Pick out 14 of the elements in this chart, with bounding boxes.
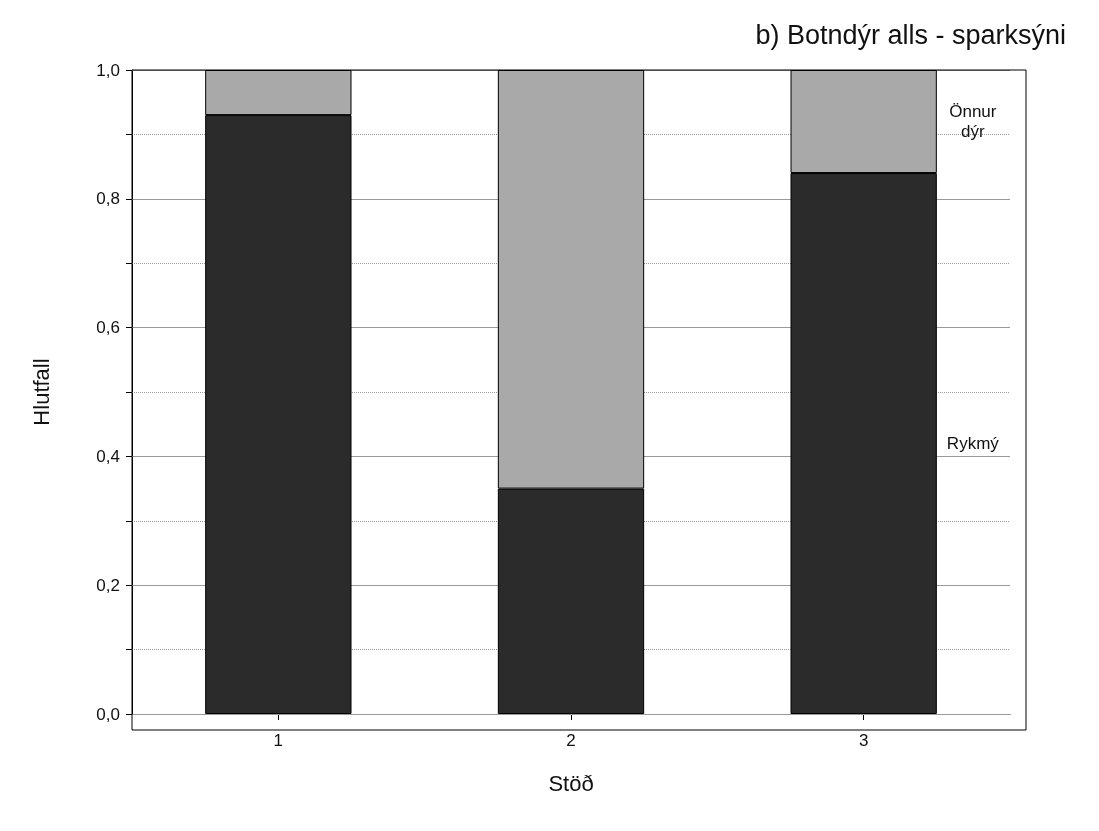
- x-tick-label: 2: [566, 731, 576, 750]
- y-axis-title: Hlutfall: [28, 358, 54, 426]
- x-tick-label: 1: [273, 731, 284, 750]
- y-tick-label: 0,8: [96, 189, 120, 209]
- chart-title: b) Botndýr alls - sparksýni: [755, 19, 1066, 50]
- series-label: Önnur dýr: [949, 102, 997, 142]
- y-tick-label: 0,0: [96, 704, 120, 724]
- y-tick-label: 1,0: [96, 60, 120, 80]
- x-axis-title: Stöð: [548, 770, 594, 796]
- x-tick-label: 3: [858, 731, 869, 750]
- y-tick-label: 0,2: [96, 575, 120, 595]
- y-tick-label: 0,4: [96, 446, 120, 466]
- y-tick-label: 0,6: [96, 318, 120, 338]
- series-label: Rykmý: [946, 434, 1000, 454]
